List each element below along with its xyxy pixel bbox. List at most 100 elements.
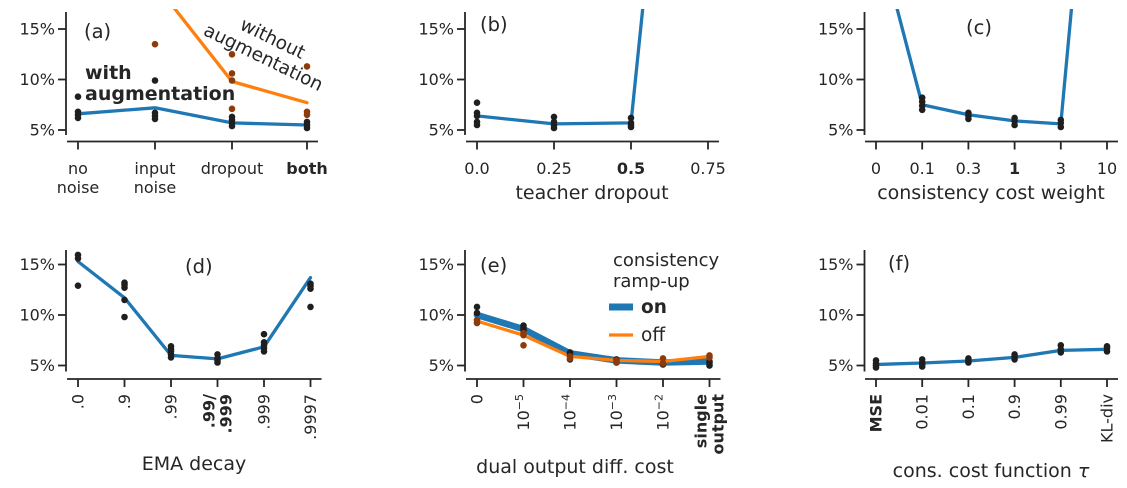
x-axis-label-f: cons. cost function τ (893, 460, 1090, 482)
scatter-dot (74, 255, 82, 262)
scatter-dot (74, 282, 82, 290)
scatter-dot (228, 105, 236, 113)
x-tick-label-rotated: 10−3 (606, 394, 626, 431)
scatter-dot (613, 359, 620, 366)
series-line-error-rate (874, 347, 1109, 367)
scatter-dot (151, 77, 159, 84)
x-tick-label: 0.25 (536, 159, 572, 178)
x-tick-label-rotated: 10−2 (653, 394, 673, 431)
x-tick-label: 0.75 (690, 159, 726, 178)
scatter-dot (1057, 123, 1065, 131)
scatter-dot (566, 355, 574, 362)
x-tick-label: noise (57, 178, 100, 197)
panel-f: 5% 10% 15% MSE 0.01 0.1 0.9 0.99 KL-div (f) cons. … (818, 250, 1118, 482)
series-line-ramp-up-on (473, 311, 713, 366)
y-tick-label: 5% (828, 356, 853, 375)
panel-label-b: (b) (480, 13, 508, 36)
x-tick-label: noise (134, 178, 177, 197)
y-tick-label: 15% (19, 255, 55, 274)
annotation-with-augmentation: with augmentation (85, 62, 235, 105)
scatter-dot (151, 115, 159, 123)
annotation-line: with (85, 62, 132, 84)
scatter-dot (1103, 348, 1111, 355)
x-tick-label: 10 (1097, 159, 1117, 178)
annotation-line: augmentation (85, 83, 235, 105)
panel-d: 5%10%15%.0.9.99.99/.999.999.9997(d)EMA d… (19, 250, 322, 475)
y-tick-label: 10% (818, 70, 854, 89)
y-tick-label: 10% (418, 306, 454, 325)
scatter-dot (74, 93, 82, 100)
tick-label-base: 10 (514, 410, 533, 430)
scatter-dot (303, 124, 311, 132)
series-group (473, 311, 713, 366)
scatter-dot (473, 303, 481, 311)
x-tick-label-rotated: .99/.999 (200, 394, 236, 434)
scatter-dot (473, 309, 481, 317)
legend-title: consistency (613, 250, 720, 271)
legend-label-on: on (641, 297, 667, 318)
scatter-dot (1011, 121, 1018, 129)
annotation-without-augmentation: withoutaugmentation (200, 1, 335, 96)
x-tick-label-rotated: .999 (255, 394, 274, 430)
scatter-dot (965, 115, 972, 123)
tau-symbol: τ (1078, 460, 1090, 482)
series-group (475, 9, 645, 126)
tick-line: single (692, 394, 711, 448)
scatter-dot (520, 331, 527, 339)
y-tick-label: 15% (818, 20, 854, 39)
series-line-with-augmentation (76, 106, 309, 127)
scatter-dot (228, 122, 236, 130)
x-axis-label-text: cons. cost function (893, 460, 1078, 482)
y-tick-label: 10% (19, 306, 55, 325)
scatter-dot (121, 296, 128, 304)
x-axis-label-b: teacher dropout (515, 182, 668, 204)
scatter-dot (550, 124, 558, 132)
x-tick-label-rotated: MSE (867, 394, 886, 432)
scatter-dot (303, 111, 311, 119)
x-tick-label-rotated: .9997 (301, 394, 320, 440)
scatter-dot (918, 106, 926, 114)
scatter-dot (228, 51, 236, 58)
scatter-dot (214, 359, 221, 366)
x-tick-label-rotated: 0.01 (913, 394, 932, 430)
x-tick-label-rotated: 10−4 (560, 394, 580, 431)
series-group (874, 347, 1109, 367)
series-line-error-rate (895, 9, 1074, 126)
y-tick-label: 5% (30, 121, 55, 140)
tick-label-base: 10 (654, 410, 673, 430)
tick-line: output (709, 394, 728, 455)
scatter-dot (74, 114, 82, 122)
y-tick-label: 15% (418, 255, 454, 274)
series-line-ramp-up-off (475, 319, 712, 364)
x-tick-label-rotated: 0 (468, 394, 487, 404)
x-tick-label-rotated: 0.99 (1051, 394, 1070, 430)
y-tick-label: 5% (828, 121, 853, 140)
scatter-dot (520, 342, 527, 349)
series-line-error-rate (76, 259, 313, 361)
legend-title: ramp-up (613, 271, 690, 292)
x-tick-label: both (286, 159, 327, 178)
x-tick-label-rotated: KL-div (1098, 394, 1117, 443)
tick-line: .99/ (200, 394, 219, 428)
tick-label-base: 10 (607, 410, 626, 430)
y-tick-label: 10% (418, 70, 454, 89)
scatter-dot (706, 362, 713, 369)
scatter-dot (872, 364, 880, 371)
scatter-dot (473, 121, 481, 129)
x-tick-label-rotated: 10−5 (513, 394, 533, 431)
scatter-dot (228, 70, 236, 77)
scatter-dot (706, 354, 713, 361)
y-tick-label: 10% (19, 70, 55, 89)
x-tick-label-rotated: 0.9 (1005, 394, 1024, 419)
x-tick-label: 0 (871, 159, 881, 178)
tick-line: .999 (217, 394, 236, 433)
tick-label-exponent: −3 (606, 394, 619, 410)
x-tick-label: 0.1 (909, 159, 934, 178)
x-tick-label: 3 (1056, 159, 1066, 178)
panel-label-e: (e) (480, 254, 507, 277)
scatter-dot (228, 77, 236, 84)
scatter-dot (473, 112, 481, 120)
scatter-dot (121, 313, 128, 321)
scatter-dot (307, 303, 314, 311)
